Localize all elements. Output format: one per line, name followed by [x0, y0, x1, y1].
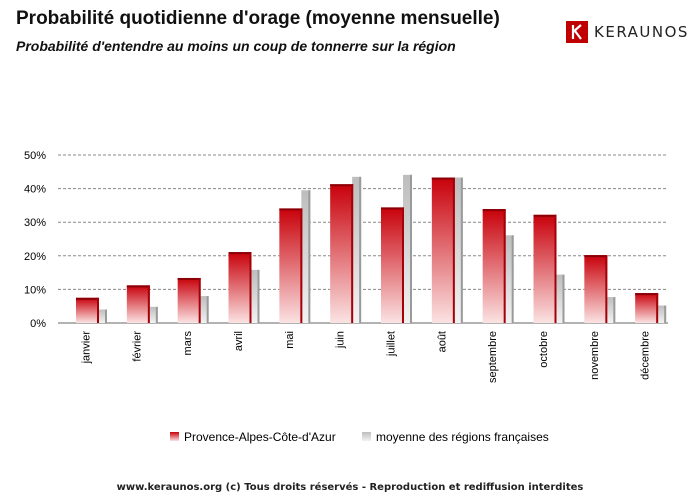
- bar-moyenne-regions-shade: [105, 309, 107, 323]
- bar-moyenne-regions-shade: [359, 176, 362, 323]
- legend-swatch-moyenne: [362, 432, 371, 441]
- bar-paca-shade: [351, 184, 354, 323]
- bar-moyenne-regions: [301, 190, 311, 323]
- y-tick-label: 30%: [24, 217, 46, 229]
- bar-paca-shade: [656, 293, 659, 323]
- bar-paca-top: [228, 252, 252, 255]
- bar-moyenne-regions: [148, 306, 158, 323]
- bar-paca: [228, 252, 252, 323]
- bar-paca-top: [431, 177, 455, 180]
- bar-paca-shade: [198, 277, 201, 323]
- bar-moyenne-regions-shade: [511, 235, 514, 323]
- bar-paca-shade: [503, 209, 506, 323]
- bar-moyenne-regions: [403, 174, 412, 323]
- x-tick-label: octobre: [538, 331, 550, 368]
- bar-paca: [330, 184, 354, 323]
- keraunos-logo-icon: [566, 21, 588, 43]
- x-tick-label: août: [436, 331, 448, 352]
- x-tick-label: juillet: [386, 331, 398, 357]
- x-tick-label: avril: [233, 331, 245, 351]
- bar-moyenne-regions: [453, 177, 463, 323]
- bar-paca: [76, 297, 99, 323]
- bar-paca-shade: [452, 177, 455, 323]
- y-tick-label: 10%: [24, 284, 46, 296]
- legend: Provence-Alpes-Côte-d'Azur moyenne des ré…: [170, 430, 549, 444]
- y-axis-tick-labels: 0% 10% 20% 30% 40% 50%: [24, 150, 46, 330]
- x-tick-label: mars: [182, 331, 194, 356]
- bar-moyenne-regions: [657, 305, 667, 323]
- bar-paca: [533, 214, 557, 323]
- y-tick-label: 0%: [30, 318, 46, 330]
- bar-moyenne-regions: [555, 274, 565, 323]
- bar-paca-shade: [554, 214, 557, 323]
- bar-paca-top: [533, 214, 557, 217]
- bar-paca-top: [279, 208, 303, 211]
- bar-moyenne-regions-shade: [664, 305, 667, 323]
- bar-moyenne-regions: [504, 235, 514, 323]
- bar-paca-shade: [402, 207, 404, 323]
- bar-paca: [177, 277, 201, 323]
- bar-moyenne-regions-shade: [410, 174, 412, 323]
- bar-moyenne-regions: [606, 297, 616, 323]
- chart-title: Probabilité quotidienne d'orage (moyenne…: [16, 8, 500, 29]
- bar-moyenne-regions-shade: [155, 306, 158, 323]
- bar-paca: [635, 293, 659, 323]
- x-tick-label: décembre: [640, 331, 652, 380]
- y-tick-label: 50%: [24, 150, 46, 162]
- bar-moyenne-regions-shade: [562, 274, 565, 323]
- bar-moyenne-regions-shade: [308, 190, 311, 323]
- bar-paca-shade: [249, 252, 252, 323]
- legend-swatch-paca: [170, 432, 179, 441]
- legend-label-paca: Provence-Alpes-Côte-d'Azur: [184, 430, 336, 444]
- bar-paca-shade: [147, 285, 150, 323]
- bar-paca-top: [330, 184, 354, 187]
- bar-paca-top: [635, 293, 659, 296]
- keraunos-logo: KERAUNOS: [566, 20, 689, 44]
- bar-paca-shade: [97, 297, 99, 323]
- x-tick-label: février: [131, 331, 143, 362]
- bar-paca: [584, 255, 608, 323]
- bar-paca: [126, 285, 150, 323]
- bar-paca-shade: [300, 208, 303, 323]
- y-tick-label: 40%: [24, 184, 46, 196]
- bar-paca: [381, 207, 404, 323]
- bar-moyenne-regions-shade: [460, 177, 463, 323]
- bar-paca-top: [177, 277, 201, 280]
- bar-paca-top: [126, 285, 150, 288]
- bar-paca-shade: [605, 255, 608, 323]
- bar-moyenne-regions: [98, 309, 107, 323]
- bar-paca: [482, 209, 506, 323]
- logo-text: KERAUNOS: [594, 23, 689, 41]
- bar-moyenne-regions-shade: [257, 269, 260, 323]
- bar-moyenne-regions: [352, 176, 362, 323]
- bar-paca-top: [482, 209, 506, 212]
- legend-label-moyenne: moyenne des régions françaises: [376, 430, 549, 444]
- bar-chart: 0% 10% 20% 30% 40% 50% janvier février mars avri…: [24, 150, 668, 444]
- footer-copyright: www.keraunos.org (c) Tous droits réservé…: [116, 482, 584, 493]
- bar-moyenne-regions: [250, 269, 260, 323]
- bar-paca-top: [76, 297, 99, 300]
- bar-paca-top: [584, 255, 608, 258]
- x-tick-label: septembre: [487, 331, 499, 383]
- bar-moyenne-regions: [199, 296, 209, 323]
- bar-paca: [279, 208, 303, 323]
- bar-moyenne-regions-shade: [206, 296, 209, 323]
- y-tick-label: 20%: [24, 251, 46, 263]
- bars: [76, 174, 667, 323]
- x-tick-label: novembre: [589, 331, 601, 380]
- chart-subtitle: Probabilité d'entendre au moins un coup …: [16, 38, 456, 54]
- x-tick-label: mai: [284, 331, 296, 349]
- bar-paca: [431, 177, 455, 323]
- x-tick-label: juin: [335, 331, 347, 349]
- x-axis-tick-labels: janvier février mars avril mai juin juillet aoû…: [81, 331, 652, 383]
- x-tick-label: janvier: [81, 331, 93, 365]
- grid-lines: [58, 154, 668, 324]
- bar-paca-top: [381, 207, 404, 210]
- bar-moyenne-regions-shade: [613, 297, 616, 323]
